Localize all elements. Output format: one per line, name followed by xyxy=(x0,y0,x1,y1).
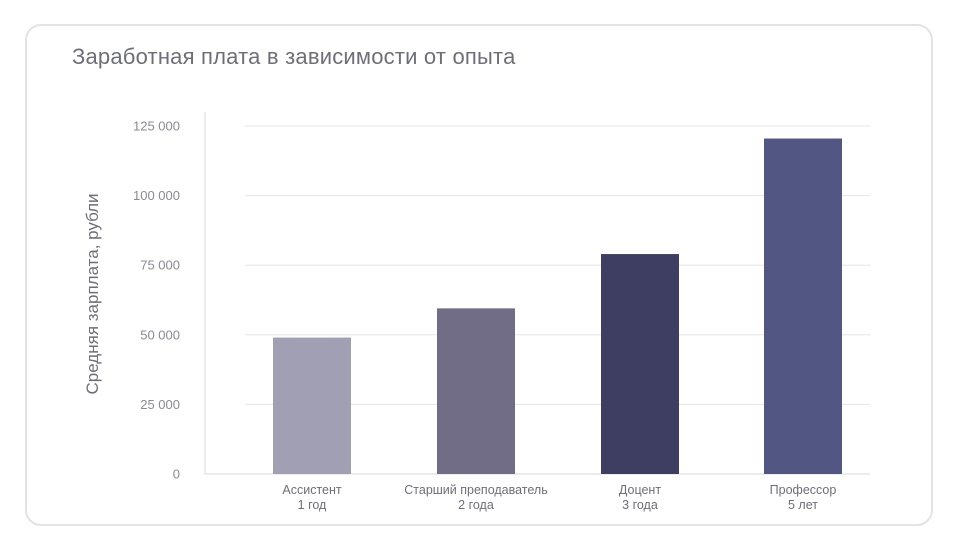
bar xyxy=(273,337,351,474)
y-tick-label: 125 000 xyxy=(133,119,180,134)
y-tick-labels: 0 25 000 50 000 75 000 100 000 125 000 xyxy=(133,119,180,482)
y-tick-label: 50 000 xyxy=(140,327,180,342)
y-tick-label: 75 000 xyxy=(140,258,180,273)
bar xyxy=(764,138,842,474)
category-label: Старший преподаватель xyxy=(404,483,547,497)
category-label: Профессор xyxy=(770,483,837,497)
y-tick-label: 25 000 xyxy=(140,397,180,412)
category-label: Доцент xyxy=(619,483,661,497)
y-tick-label: 100 000 xyxy=(133,188,180,203)
bars xyxy=(273,138,842,474)
category-sublabel: 3 года xyxy=(622,498,658,512)
bar xyxy=(601,254,679,474)
category-sublabel: 1 год xyxy=(298,498,327,512)
category-sublabel: 2 года xyxy=(458,498,494,512)
category-sublabel: 5 лет xyxy=(788,498,818,512)
y-tick-label: 0 xyxy=(173,467,180,482)
bar xyxy=(437,308,515,474)
chart-title: Заработная плата в зависимости от опыта xyxy=(72,44,516,69)
category-label: Ассистент xyxy=(282,483,342,497)
y-axis-title: Средняя зарплата, рубли xyxy=(83,193,102,394)
